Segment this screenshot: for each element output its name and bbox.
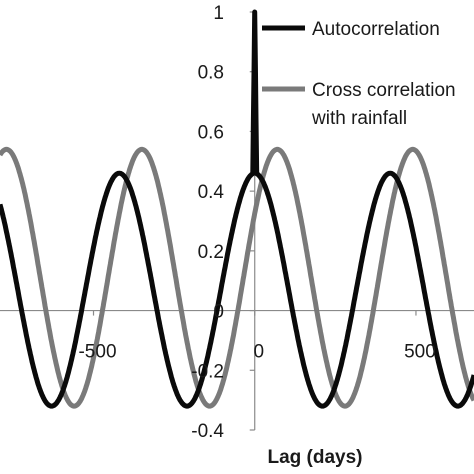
y-tick-label: 0.2	[198, 242, 224, 263]
legend-label-autocorrelation: Autocorrelation	[312, 19, 440, 40]
y-tick-label: 0.6	[198, 122, 224, 143]
x-tick-label: 500	[404, 342, 436, 363]
y-tick-labels: -0.4 -0.2 0 0.2 0.4 0.6 0.8 1	[191, 3, 224, 442]
y-tick-label: 0.8	[198, 63, 224, 84]
series-line-autocorrelation	[0, 9, 474, 409]
x-tick-label: 0	[253, 342, 264, 363]
y-tick-label: -0.2	[191, 361, 224, 382]
y-tick-label: 0.4	[198, 182, 225, 203]
y-tick-label: -0.4	[191, 421, 224, 442]
y-tick-label: 0	[213, 302, 224, 323]
x-tick-label: -500	[78, 342, 116, 363]
legend-label-cross-correlation: Cross correlation with rainfall	[311, 80, 461, 129]
x-axis-label: Lag (days)	[267, 447, 362, 468]
chart-series	[0, 9, 474, 409]
series-line-cross-correlation	[0, 146, 474, 409]
y-tick-label: 1	[213, 3, 224, 24]
legend: Autocorrelation Cross correlation with r…	[262, 19, 461, 129]
x-tick-labels: -500 0 500	[78, 342, 435, 363]
